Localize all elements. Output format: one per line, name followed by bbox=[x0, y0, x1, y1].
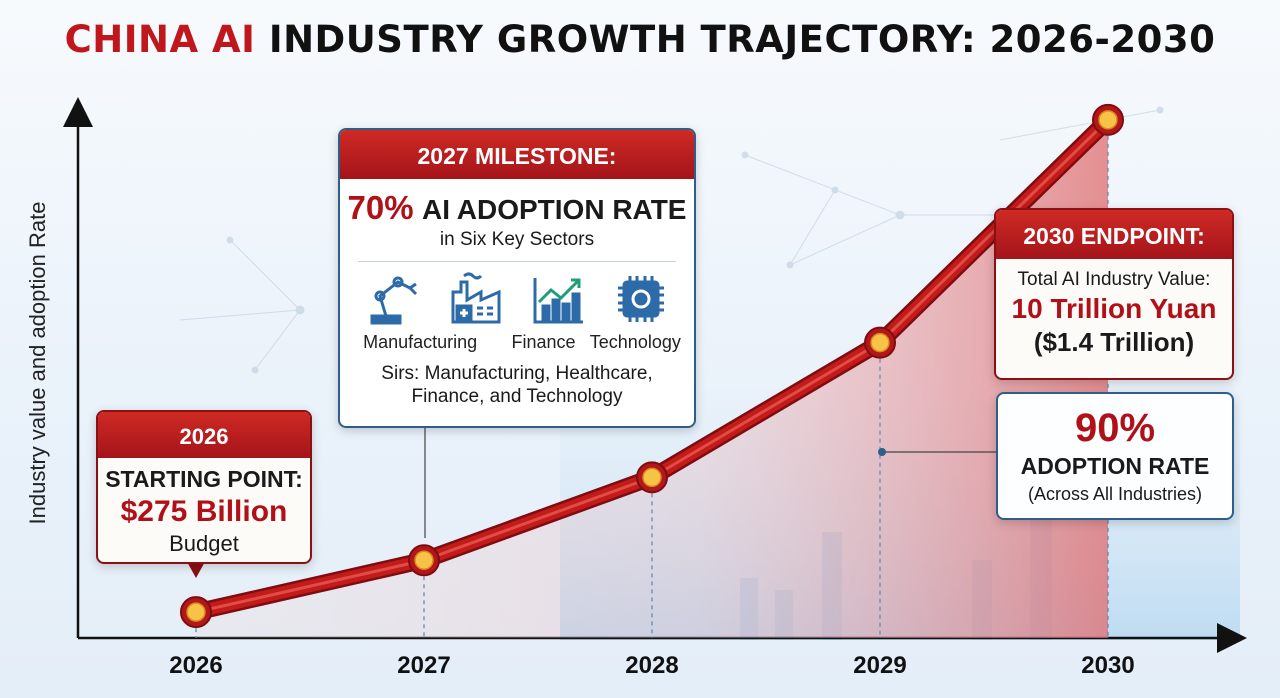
sectors-line-1: Sirs: Manufacturing, Healthcare, bbox=[381, 363, 653, 384]
endpoint-label: Total AI Industry Value: bbox=[1017, 269, 1211, 290]
milestone-header: 2027 MILESTONE: bbox=[340, 130, 694, 179]
chip-icon bbox=[617, 276, 664, 322]
sectors-line-2: Finance, and Technology bbox=[411, 386, 623, 407]
x-tick-2030: 2030 bbox=[1081, 652, 1135, 679]
sector-label-technology: Technology bbox=[589, 332, 681, 352]
start-sub: Budget bbox=[169, 531, 239, 556]
endpoint-callout: 2030 ENDPOINT: Total AI Industry Value: … bbox=[994, 208, 1234, 380]
y-axis-label: Industry value and adoption Rate bbox=[25, 201, 50, 525]
title-rest: INDUSTRY GROWTH TRAJECTORY: 2026-2030 bbox=[255, 18, 1216, 61]
robot-arm-icon bbox=[370, 276, 418, 325]
sector-label-manufacturing: Manufacturing bbox=[363, 332, 478, 352]
x-tick-2029: 2029 bbox=[853, 652, 907, 679]
adoption-pct: 90% bbox=[1074, 406, 1156, 450]
start-callout-pointer bbox=[186, 560, 206, 578]
milestone-headline-row: 70% AI ADOPTION RATE bbox=[340, 189, 694, 227]
milestone-pct: 70% bbox=[347, 189, 414, 226]
data-point-core-2029 bbox=[870, 332, 890, 353]
adoption-callout: 90% ADOPTION RATE (Across All Industries… bbox=[996, 392, 1234, 520]
milestone-divider bbox=[358, 261, 676, 262]
x-tick-2026: 2026 bbox=[169, 652, 223, 679]
page-title: CHINA AI INDUSTRY GROWTH TRAJECTORY: 202… bbox=[0, 18, 1280, 61]
area-under-line bbox=[196, 119, 1108, 639]
factory-icon bbox=[451, 272, 501, 324]
adoption-connector-dot bbox=[878, 448, 886, 456]
milestone-sub: in Six Key Sectors bbox=[439, 229, 595, 250]
sector-labels: Manufacturing Finance Technology bbox=[340, 332, 694, 353]
data-point-core-2027 bbox=[414, 550, 434, 571]
title-highlight: CHINA AI bbox=[64, 18, 256, 61]
growth-chart-icon bbox=[533, 278, 584, 324]
start-value: $275 Billion bbox=[120, 495, 288, 528]
sector-icons bbox=[340, 270, 694, 328]
data-point-core-2030 bbox=[1098, 110, 1118, 130]
x-tick-2028: 2028 bbox=[625, 652, 679, 679]
x-tick-2027: 2027 bbox=[397, 652, 451, 679]
start-year: 2026 bbox=[98, 412, 310, 458]
milestone-headline: AI ADOPTION RATE bbox=[422, 194, 687, 225]
start-callout: 2026 STARTING POINT: $275 Billion Budget bbox=[96, 410, 312, 564]
start-label: STARTING POINT: bbox=[105, 466, 303, 492]
milestone-callout: 2027 MILESTONE: 70% AI ADOPTION RATE in … bbox=[338, 128, 696, 428]
data-point-core-2026 bbox=[186, 602, 206, 622]
data-point-core-2028 bbox=[642, 467, 662, 488]
sector-label-finance: Finance bbox=[511, 332, 576, 352]
adoption-sub: (Across All Industries) bbox=[1027, 484, 1203, 504]
endpoint-value: 10 Trillion Yuan bbox=[1011, 293, 1217, 324]
adoption-label: ADOPTION RATE bbox=[1020, 453, 1210, 479]
background-network-decoration bbox=[179, 106, 1164, 374]
endpoint-value-usd: ($1.4 Trillion) bbox=[1033, 327, 1195, 357]
endpoint-header: 2030 ENDPOINT: bbox=[996, 210, 1232, 259]
